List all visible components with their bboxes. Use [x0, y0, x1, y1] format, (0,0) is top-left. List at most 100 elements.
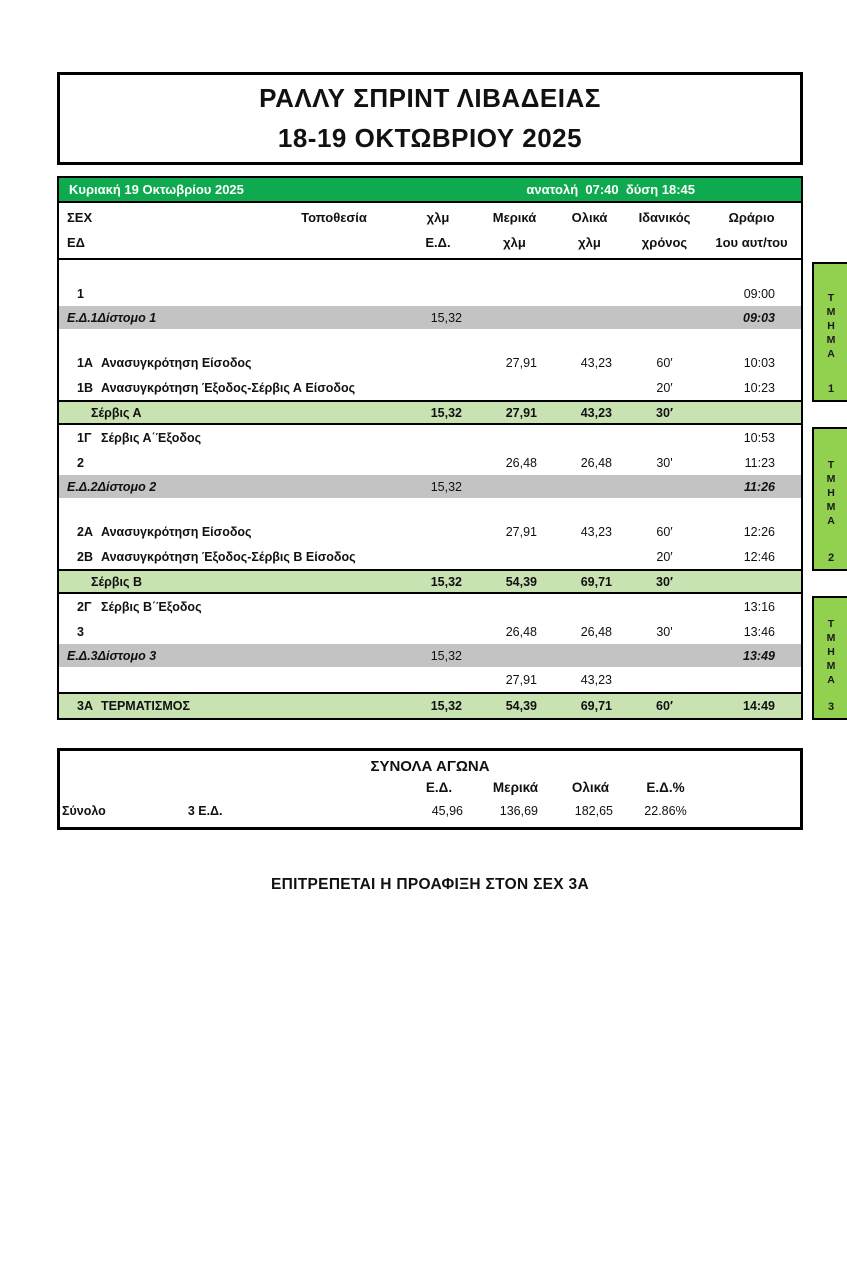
row-total-km: 69,71: [580, 574, 612, 589]
header-km-line2: Ε.Δ.: [425, 235, 451, 250]
row-km-ed: 15,32: [430, 574, 462, 589]
row-ideal-time: 20′: [656, 549, 673, 564]
itinerary-row: 3Α ΤΕΡΜΑΤΙΣΜΟΣ 15,32 54,39 69,71 60′ 14:49: [59, 692, 801, 718]
totals-row-sublabel: 3 Ε.Δ.: [187, 804, 223, 818]
itinerary-row: 2Α Ανασυγκρότηση Είσοδος 27,91 43,23 60′ 12:2…: [59, 519, 801, 544]
row-code: 1Γ: [77, 430, 92, 445]
totals-header-ed: Ε.Δ.: [425, 780, 453, 795]
row-label-cell: 1Α Ανασυγκρότηση Είσοδος: [59, 356, 399, 370]
section-letter: Μ: [826, 472, 836, 485]
row-label-cell: 2Α Ανασυγκρότηση Είσοδος: [59, 525, 399, 539]
itinerary-row: 1Γ Σέρβις Α΄Έξοδος 10:53: [59, 425, 801, 450]
row-location: Ανασυγκρότηση Είσοδος: [101, 524, 252, 539]
row-ideal-time: 30': [656, 624, 673, 639]
row-ideal-time: 30′: [656, 405, 673, 420]
row-location: Δίστομο 2: [97, 479, 157, 494]
row-total-km: 43,23: [580, 524, 612, 539]
header-total-line1: Ολικά: [571, 210, 608, 225]
day-header-bar: Κυριακή 19 Οκτωβρίου 2025 ανατολή 07:40 …: [57, 176, 803, 203]
itinerary-row: 2Γ Σέρβις Β΄Έξοδος 13:16: [59, 594, 801, 619]
row-ideal-time: 60′: [656, 699, 673, 713]
row-total-km: 43,23: [580, 672, 612, 687]
row-schedule-time: 12:46: [743, 549, 775, 564]
row-schedule-time: 10:53: [743, 430, 775, 445]
row-partial-km: 27,91: [505, 405, 537, 420]
section-letter: Α: [827, 348, 835, 361]
row-partial-km: 27,91: [505, 524, 537, 539]
row-schedule-time: 11:23: [744, 455, 775, 470]
row-code: 3Α: [77, 699, 93, 713]
header-partial-line2: χλμ: [503, 235, 526, 250]
header-ed: ΕΔ: [67, 235, 86, 250]
itinerary-row: 1 09:00: [59, 281, 801, 306]
row-total-km: 26,48: [580, 455, 612, 470]
row-ideal-time: 30′: [656, 574, 673, 589]
section-letter: Τ: [827, 291, 835, 304]
itinerary-row: Ε.Δ.3 Δίστομο 3 15,32 13:49: [59, 644, 801, 667]
spacer-row: [59, 260, 801, 281]
header-ideal-line2: χρόνος: [641, 235, 688, 250]
totals-value-ed-percent: 22.86%: [644, 804, 687, 818]
itinerary-row: Ε.Δ.1 Δίστομο 1 15,32 09:03: [59, 306, 801, 329]
totals-row: Σύνολο 3 Ε.Δ. 45,96 136,69 182,65 22.86%: [60, 804, 800, 818]
row-label-cell: Ε.Δ.2 Δίστομο 2: [59, 480, 399, 494]
row-schedule-time: 09:03: [743, 310, 775, 325]
itinerary-row: 2 26,48 26,48 30' 11:23: [59, 450, 801, 475]
totals-value-partial: 136,69: [499, 804, 538, 818]
totals-header-ed-percent: Ε.Δ.%: [646, 780, 685, 795]
row-partial-km: 26,48: [505, 455, 537, 470]
day-date: Κυριακή 19 Οκτωβρίου 2025: [69, 182, 244, 197]
itinerary-row: 1Β Ανασυγκρότηση Έξοδος-Σέρβις Α Είσοδος 2…: [59, 375, 801, 400]
header-schedule: Ωράριο 1ου αυτ/του: [702, 203, 801, 258]
row-km-ed: 15,32: [430, 479, 462, 494]
itinerary-row: Σέρβις Α 15,32 27,91 43,23 30′: [59, 400, 801, 425]
row-label-cell: 1Β Ανασυγκρότηση Έξοδος-Σέρβις Α Είσοδος: [59, 381, 399, 395]
row-label-cell: Ε.Δ.1 Δίστομο 1: [59, 311, 399, 325]
itinerary-row: Σέρβις Β 15,32 54,39 69,71 30′: [59, 569, 801, 594]
totals-title: ΣΥΝΟΛΑ ΑΓΩΝΑ: [370, 758, 490, 775]
row-location: Δίστομο 1: [97, 310, 157, 325]
row-code: 1: [77, 286, 84, 301]
row-code: 2Β: [77, 549, 93, 564]
row-schedule-time: 13:49: [743, 648, 775, 663]
row-label-cell: 2Γ Σέρβις Β΄Έξοδος: [59, 600, 399, 614]
row-label-cell: 1Γ Σέρβις Α΄Έξοδος: [59, 431, 399, 445]
row-km-ed: 15,32: [430, 699, 462, 713]
header-ideal-line1: Ιδανικός: [638, 210, 691, 225]
itinerary-row: 1Α Ανασυγκρότηση Είσοδος 27,91 43,23 60′ 10:0…: [59, 350, 801, 375]
section-number: 2: [827, 552, 835, 565]
row-code: 3: [77, 624, 84, 639]
totals-header-total: Ολικά: [571, 780, 610, 795]
header-total-line2: χλμ: [578, 235, 601, 250]
row-schedule-time: 09:00: [743, 286, 775, 301]
section-letter: Μ: [826, 501, 836, 514]
header-km-line1: χλμ: [426, 210, 450, 225]
row-schedule-time: 13:16: [743, 599, 775, 614]
row-label-cell: 3: [59, 625, 399, 639]
row-location: Σέρβις Α΄Έξοδος: [101, 430, 202, 445]
row-label-cell: 1: [59, 287, 399, 301]
itinerary-row: Ε.Δ.2 Δίστομο 2 15,32 11:26: [59, 475, 801, 498]
row-schedule-time: 12:26: [743, 524, 775, 539]
row-km-ed: 15,32: [430, 648, 462, 663]
row-location: Σέρβις Β΄Έξοδος: [101, 599, 202, 614]
row-location: ΤΕΡΜΑΤΙΣΜΟΣ: [101, 699, 190, 713]
row-partial-km: 26,48: [505, 624, 537, 639]
row-location: Ανασυγκρότηση Έξοδος-Σέρβις Β Είσοδος: [101, 549, 356, 564]
row-partial-km: 54,39: [505, 699, 537, 713]
itinerary-section: Κυριακή 19 Οκτωβρίου 2025 ανατολή 07:40 …: [57, 176, 847, 720]
header-km-ed: χλμ Ε.Δ.: [399, 203, 477, 258]
row-code: Ε.Δ.1: [67, 310, 98, 325]
section-letter: Μ: [826, 660, 836, 673]
totals-box: ΣΥΝΟΛΑ ΑΓΩΝΑ Ε.Δ. Μερικά Ολικά Ε.Δ.% Σύν…: [57, 748, 803, 830]
totals-value-ed: 45,96: [431, 804, 463, 818]
row-ideal-time: 30': [656, 455, 673, 470]
header-schedule-line2: 1ου αυτ/του: [715, 235, 788, 250]
row-total-km: 26,48: [580, 624, 612, 639]
header-partial-km: Μερικά χλμ: [477, 203, 552, 258]
row-schedule-time: 13:46: [743, 624, 775, 639]
spacer-row: [59, 329, 801, 350]
totals-value-total: 182,65: [574, 804, 613, 818]
itinerary-row: 27,91 43,23: [59, 667, 801, 692]
